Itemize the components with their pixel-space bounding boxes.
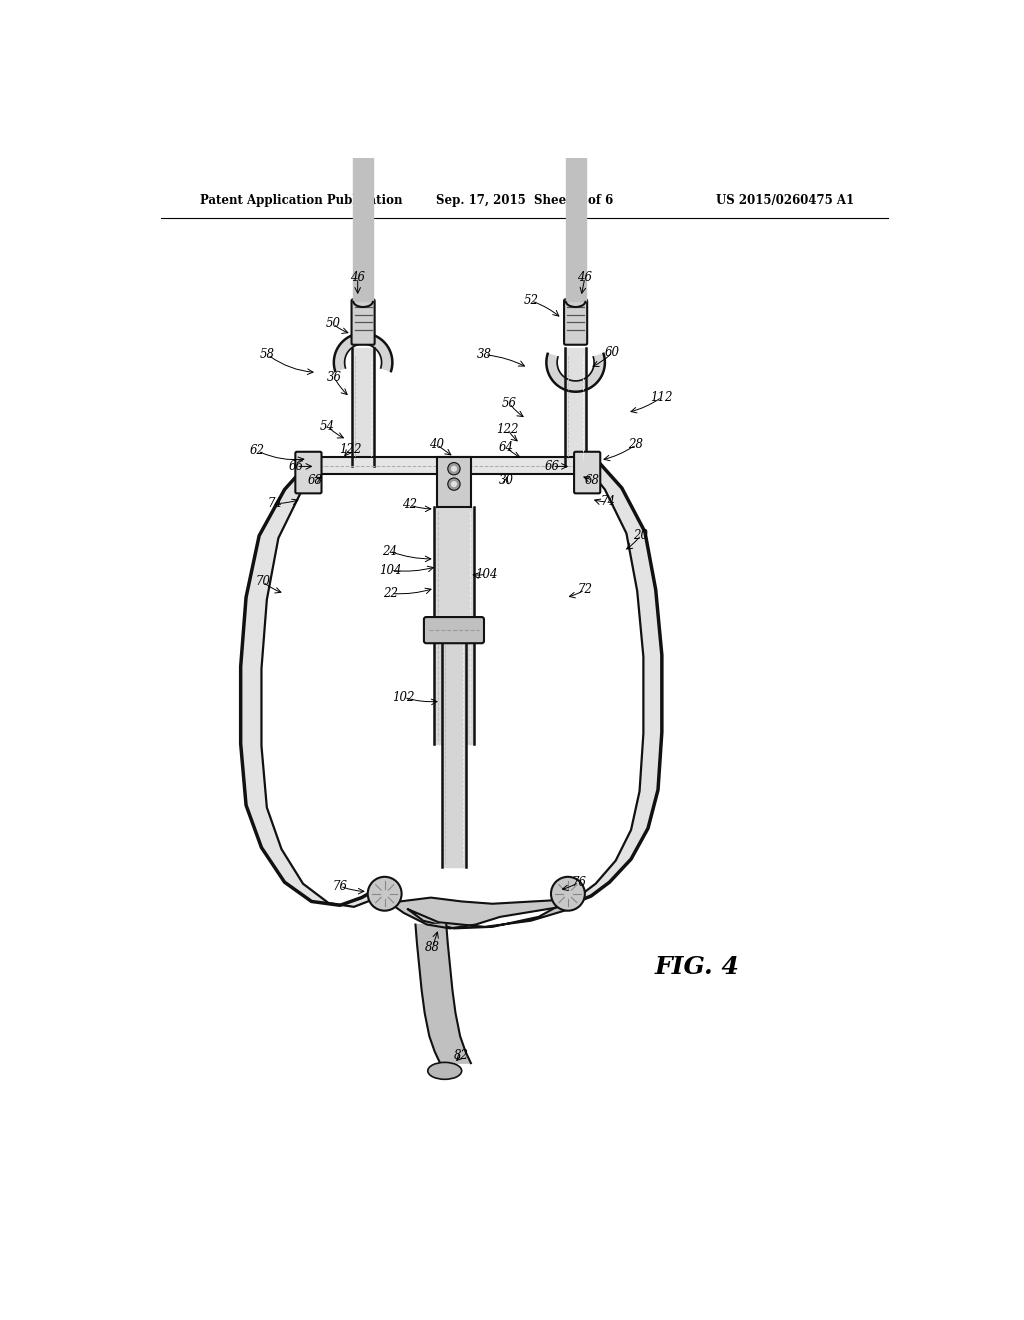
Text: 46: 46 xyxy=(350,271,366,284)
Circle shape xyxy=(368,876,401,911)
Text: US 2015/0260475 A1: US 2015/0260475 A1 xyxy=(716,194,854,207)
FancyBboxPatch shape xyxy=(564,300,587,345)
Text: 74: 74 xyxy=(268,496,283,510)
Text: 40: 40 xyxy=(429,438,444,451)
FancyBboxPatch shape xyxy=(424,616,484,643)
FancyBboxPatch shape xyxy=(437,457,471,507)
Text: 28: 28 xyxy=(628,438,643,451)
Polygon shape xyxy=(416,924,471,1063)
Text: 104: 104 xyxy=(475,568,498,581)
FancyBboxPatch shape xyxy=(298,457,597,474)
Polygon shape xyxy=(547,354,605,392)
Text: 46: 46 xyxy=(578,271,592,284)
Text: Sep. 17, 2015  Sheet 4 of 6: Sep. 17, 2015 Sheet 4 of 6 xyxy=(436,194,613,207)
Polygon shape xyxy=(554,459,662,903)
Text: 112: 112 xyxy=(650,391,673,404)
Text: 68: 68 xyxy=(585,474,600,487)
Text: 122: 122 xyxy=(339,444,361,455)
Text: 62: 62 xyxy=(250,445,265,458)
Text: FIG. 4: FIG. 4 xyxy=(654,954,739,979)
Text: 38: 38 xyxy=(477,348,493,362)
FancyBboxPatch shape xyxy=(295,451,322,494)
Text: 122: 122 xyxy=(497,422,519,436)
Circle shape xyxy=(451,480,457,487)
Text: 36: 36 xyxy=(327,371,342,384)
FancyBboxPatch shape xyxy=(351,300,375,345)
Text: 50: 50 xyxy=(326,317,341,330)
Text: 58: 58 xyxy=(260,348,275,362)
Text: 42: 42 xyxy=(401,499,417,511)
Text: 60: 60 xyxy=(605,346,621,359)
Text: 88: 88 xyxy=(425,941,440,954)
Ellipse shape xyxy=(428,1063,462,1080)
Text: 82: 82 xyxy=(455,1049,469,1063)
Text: 74: 74 xyxy=(600,495,615,508)
Text: 52: 52 xyxy=(523,294,539,308)
Text: 56: 56 xyxy=(502,397,517,409)
Text: 66: 66 xyxy=(545,459,560,473)
Text: 102: 102 xyxy=(392,690,415,704)
Text: 70: 70 xyxy=(256,576,270,589)
Polygon shape xyxy=(241,459,386,907)
Circle shape xyxy=(447,478,460,490)
Text: 76: 76 xyxy=(571,875,586,888)
Circle shape xyxy=(447,462,460,475)
Text: 54: 54 xyxy=(321,420,335,433)
Text: Patent Application Publication: Patent Application Publication xyxy=(200,194,402,207)
Circle shape xyxy=(551,876,585,911)
Polygon shape xyxy=(334,333,392,371)
Text: 66: 66 xyxy=(289,459,303,473)
Polygon shape xyxy=(408,896,581,928)
Text: 30: 30 xyxy=(499,474,514,487)
FancyBboxPatch shape xyxy=(574,451,600,494)
Text: 22: 22 xyxy=(383,587,398,601)
Text: 24: 24 xyxy=(382,545,396,557)
Text: 72: 72 xyxy=(578,583,592,597)
Text: 76: 76 xyxy=(333,879,347,892)
Text: 68: 68 xyxy=(308,474,323,487)
Circle shape xyxy=(451,466,457,471)
Polygon shape xyxy=(392,898,560,928)
Text: 20: 20 xyxy=(633,529,648,543)
Text: 104: 104 xyxy=(380,564,402,577)
Text: 64: 64 xyxy=(499,441,514,454)
